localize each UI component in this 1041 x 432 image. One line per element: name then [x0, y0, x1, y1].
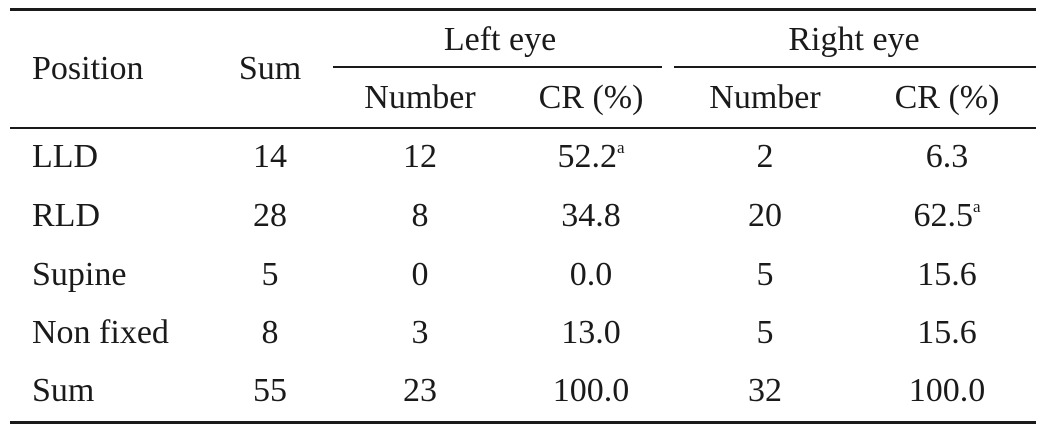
position-cell-value: Sum [32, 372, 95, 409]
right-cr-cell-value: 62.5 [913, 197, 973, 234]
right-cr-cell: 15.6 [917, 313, 977, 353]
sum-cell: 5 [262, 255, 279, 295]
header-right-cr: CR (%) [894, 79, 1000, 116]
header-position: Position [32, 50, 144, 87]
right-number-cell-value: 5 [756, 256, 774, 293]
footnote-marker: a [972, 197, 981, 216]
left-number-cell: 23 [403, 371, 437, 411]
right-cr-cell: 100.0 [909, 371, 986, 411]
right-number-cell: 5 [757, 255, 774, 295]
sum-cell: 55 [253, 371, 287, 411]
right-cr-cell-value: 100.0 [908, 372, 986, 409]
right-cr-cell: 6.3 [926, 137, 969, 177]
position-cell: Sum [32, 371, 94, 411]
header-left-number: Number [364, 79, 476, 116]
left-cr-cell-value: 13.0 [561, 314, 621, 351]
position-cell: RLD [32, 196, 100, 236]
sum-cell-value: 14 [253, 138, 287, 175]
right-cr-cell: 62.5a [913, 196, 980, 236]
left-cr-cell: 34.8 [561, 196, 621, 236]
header-right-eye: Right eye [788, 21, 920, 58]
table-top-rule [10, 8, 1036, 11]
right-number-cell: 5 [757, 313, 774, 353]
left-cr-cell: 13.0 [561, 313, 621, 353]
right-number-cell-value: 20 [748, 197, 782, 234]
sum-cell-value: 8 [261, 314, 279, 351]
left-number-cell-value: 12 [403, 138, 437, 175]
left-number-cell: 3 [412, 313, 429, 353]
left-cr-cell: 100.0 [553, 371, 630, 411]
left-number-cell-value: 8 [411, 197, 429, 234]
header-left-eye: Left eye [443, 21, 557, 58]
sum-cell: 14 [253, 137, 287, 177]
position-cell: Supine [32, 255, 126, 295]
left-number-cell-value: 3 [411, 314, 429, 351]
position-cell-value: LLD [32, 138, 99, 175]
left-number-cell-value: 23 [403, 372, 437, 409]
sum-cell: 28 [253, 196, 287, 236]
left-number-cell: 0 [412, 255, 429, 295]
right-number-cell: 32 [748, 371, 782, 411]
header-left-cr: CR (%) [538, 79, 644, 116]
right-number-cell: 2 [757, 137, 774, 177]
left-number-cell: 12 [403, 137, 437, 177]
position-cell: LLD [32, 137, 98, 177]
left-number-cell: 8 [412, 196, 429, 236]
left-cr-cell-value: 0.0 [569, 256, 613, 293]
right-number-cell-value: 5 [756, 314, 774, 351]
right-number-cell: 20 [748, 196, 782, 236]
right-eye-group-rule [674, 66, 1036, 68]
left-cr-cell-value: 100.0 [552, 372, 630, 409]
sum-cell: 8 [262, 313, 279, 353]
header-bottom-rule [10, 127, 1036, 129]
right-number-cell-value: 32 [748, 372, 782, 409]
header-sum: Sum [238, 50, 302, 87]
left-cr-cell: 0.0 [570, 255, 613, 295]
header-right-number: Number [709, 79, 821, 116]
left-cr-cell-value: 52.2 [557, 138, 617, 175]
footnote-marker: a [616, 138, 625, 157]
sum-cell-value: 28 [253, 197, 287, 234]
right-cr-cell: 15.6 [917, 255, 977, 295]
left-cr-cell-value: 34.8 [561, 197, 621, 234]
right-number-cell-value: 2 [756, 138, 774, 175]
position-cell-value: RLD [32, 197, 100, 234]
position-cell: Non fixed [32, 313, 169, 353]
right-cr-cell-value: 15.6 [917, 314, 977, 351]
right-cr-cell-value: 6.3 [925, 138, 969, 175]
left-cr-cell: 52.2a [557, 137, 624, 177]
position-cell-value: Supine [32, 256, 127, 293]
sum-cell-value: 55 [253, 372, 287, 409]
sum-cell-value: 5 [261, 256, 279, 293]
position-cell-value: Non fixed [32, 314, 169, 351]
left-number-cell-value: 0 [411, 256, 429, 293]
table-bottom-rule [10, 421, 1036, 424]
right-cr-cell-value: 15.6 [917, 256, 977, 293]
left-eye-group-rule [333, 66, 662, 68]
